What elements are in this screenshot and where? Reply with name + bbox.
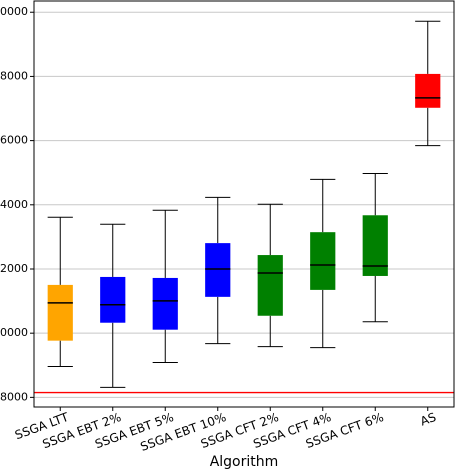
box: [362, 215, 388, 276]
y-tick-label: 16000: [0, 134, 28, 147]
y-tick-label: 8000: [0, 390, 28, 403]
box: [47, 284, 73, 341]
y-tick-label: 14000: [0, 198, 28, 211]
box: [415, 73, 441, 108]
x-axis-label: Algorithm: [210, 454, 279, 470]
box: [152, 277, 178, 330]
box: [100, 276, 126, 323]
x-tick-label: AS: [418, 410, 438, 429]
y-tick-label: 18000: [0, 69, 28, 82]
y-tick-label: 10000: [0, 326, 28, 339]
box: [257, 255, 283, 316]
y-tick-label: 20000: [0, 5, 28, 18]
box: [310, 232, 336, 290]
plot-frame: [33, 0, 455, 408]
y-tick-label: 12000: [0, 262, 28, 275]
box: [205, 243, 231, 297]
